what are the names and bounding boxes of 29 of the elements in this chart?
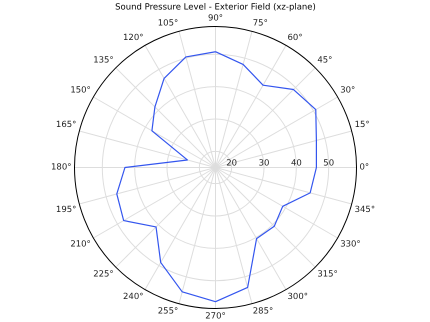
y-tick-label: 40 [290,158,302,168]
y-tick-label: 20 [226,158,238,168]
spoke-label: 45° [317,56,332,66]
spoke-label: 285° [252,306,274,317]
spoke-label: 270° [205,312,226,322]
spoke-label: 300° [288,292,308,302]
spoke-label: 90° [208,14,224,24]
spoke-label: 15° [354,120,370,130]
spoke-label: 345° [354,204,376,215]
spoke-label: 195° [56,204,76,215]
spoke-label: 225° [93,269,114,280]
chart-title: Sound Pressure Level - Exterior Field (xz-plane) [115,2,316,12]
spoke-label: 60° [288,32,303,43]
spoke-label: 30° [340,86,356,96]
spoke-label: 210° [70,240,91,250]
spoke-label: 75° [252,18,268,28]
spoke-label: 135° [93,56,114,66]
spoke-label: 120° [123,32,144,43]
spoke-label: 240° [123,292,144,302]
y-tick-label: 50 [323,158,334,168]
spoke-label: 180° [51,162,72,172]
spoke-label: 330° [340,240,361,250]
spoke-label: 105° [158,18,178,28]
spoke-label: 0° [360,162,370,172]
spoke-label: 315° [317,269,338,280]
spoke-label: 150° [70,86,91,96]
spoke-label: 255° [158,306,178,317]
spoke-label: 165° [56,120,76,130]
y-tick-label: 30 [258,158,270,168]
